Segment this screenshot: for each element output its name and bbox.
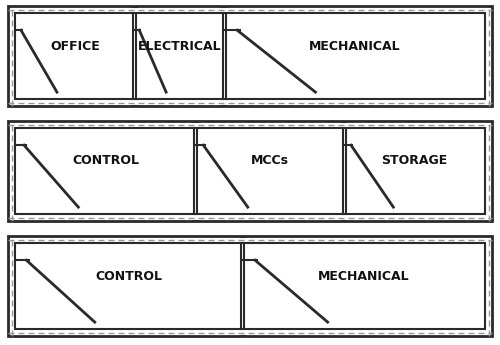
Bar (15, 243, 485, 329)
Text: CONTROL: CONTROL (96, 269, 162, 283)
Text: ELECTRICAL: ELECTRICAL (138, 39, 222, 52)
Bar (15, 128, 485, 214)
Bar (8, 6, 492, 106)
Text: OFFICE: OFFICE (50, 39, 100, 52)
Bar (15, 13, 485, 99)
Text: MCCs: MCCs (251, 155, 289, 168)
Bar (8, 236, 492, 336)
Bar (8, 121, 492, 221)
Text: STORAGE: STORAGE (382, 155, 448, 168)
Text: MECHANICAL: MECHANICAL (318, 269, 410, 283)
Text: CONTROL: CONTROL (72, 155, 139, 168)
Text: MECHANICAL: MECHANICAL (309, 39, 400, 52)
